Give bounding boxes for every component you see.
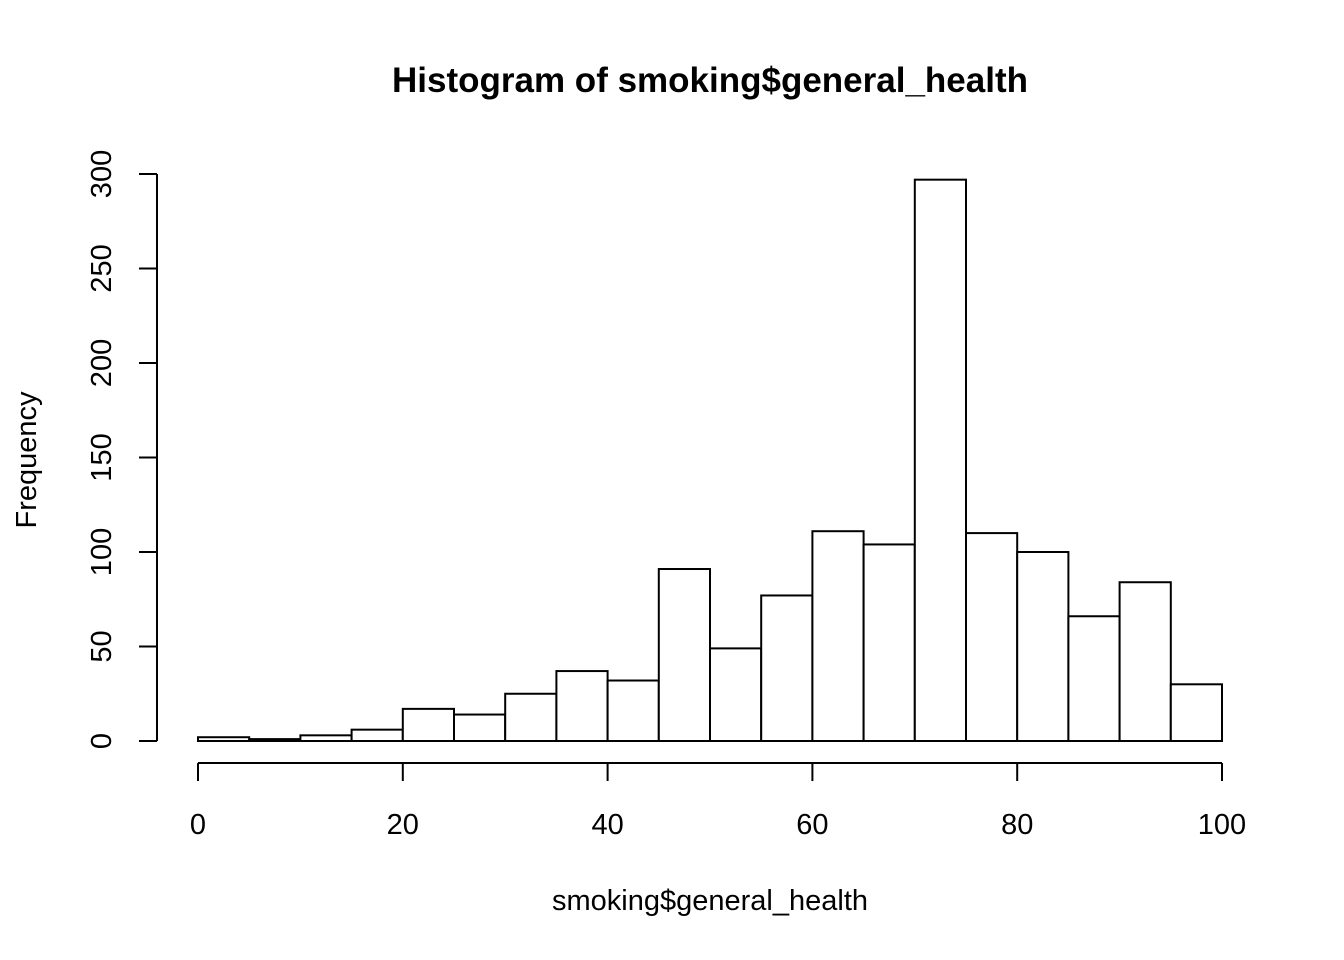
histogram-bar — [453, 713, 507, 742]
y-tick-label: 150 — [86, 433, 118, 481]
y-tick-label: 200 — [86, 339, 118, 387]
histogram-bar — [606, 679, 660, 743]
x-tick-label: 20 — [387, 809, 419, 841]
histogram-bar — [401, 707, 455, 742]
x-tick-label: 0 — [190, 809, 206, 841]
histogram-bar — [1067, 615, 1121, 743]
x-axis-label: smoking$general_health — [552, 885, 868, 917]
histogram-bar — [504, 692, 558, 742]
histogram-bar — [657, 568, 711, 743]
histogram-bar — [965, 532, 1019, 742]
histogram-bar — [555, 670, 609, 743]
histogram-bar — [1169, 683, 1224, 742]
histogram-bar — [1016, 551, 1070, 742]
histogram-bars — [197, 178, 1224, 743]
y-tick-label: 300 — [86, 150, 118, 198]
histogram-bar — [709, 647, 763, 743]
x-tick-label: 40 — [591, 809, 623, 841]
histogram-bar — [299, 734, 353, 743]
y-axis-label: Frequency — [11, 391, 43, 529]
histogram-bar — [760, 594, 814, 742]
histogram-bar — [913, 178, 967, 743]
y-tick-label: 100 — [86, 528, 118, 576]
y-axis: 0 50 100 150 200 250 300 — [86, 150, 158, 749]
histogram-bar — [197, 736, 251, 742]
chart-title: Histogram of smoking$general_health — [392, 61, 1028, 100]
histogram-bar — [811, 530, 865, 743]
x-axis: 0 20 40 60 80 100 — [190, 762, 1246, 841]
y-tick-label: 50 — [86, 630, 118, 662]
x-tick-label: 80 — [1001, 809, 1033, 841]
y-tick-label: 0 — [86, 733, 118, 749]
histogram-bar — [248, 738, 302, 742]
histogram-bar — [862, 543, 916, 742]
x-tick-label: 60 — [796, 809, 828, 841]
x-tick-label: 100 — [1198, 809, 1246, 841]
y-tick-label: 250 — [86, 244, 118, 292]
histogram-bar — [350, 728, 404, 742]
histogram-bar — [1118, 581, 1172, 742]
